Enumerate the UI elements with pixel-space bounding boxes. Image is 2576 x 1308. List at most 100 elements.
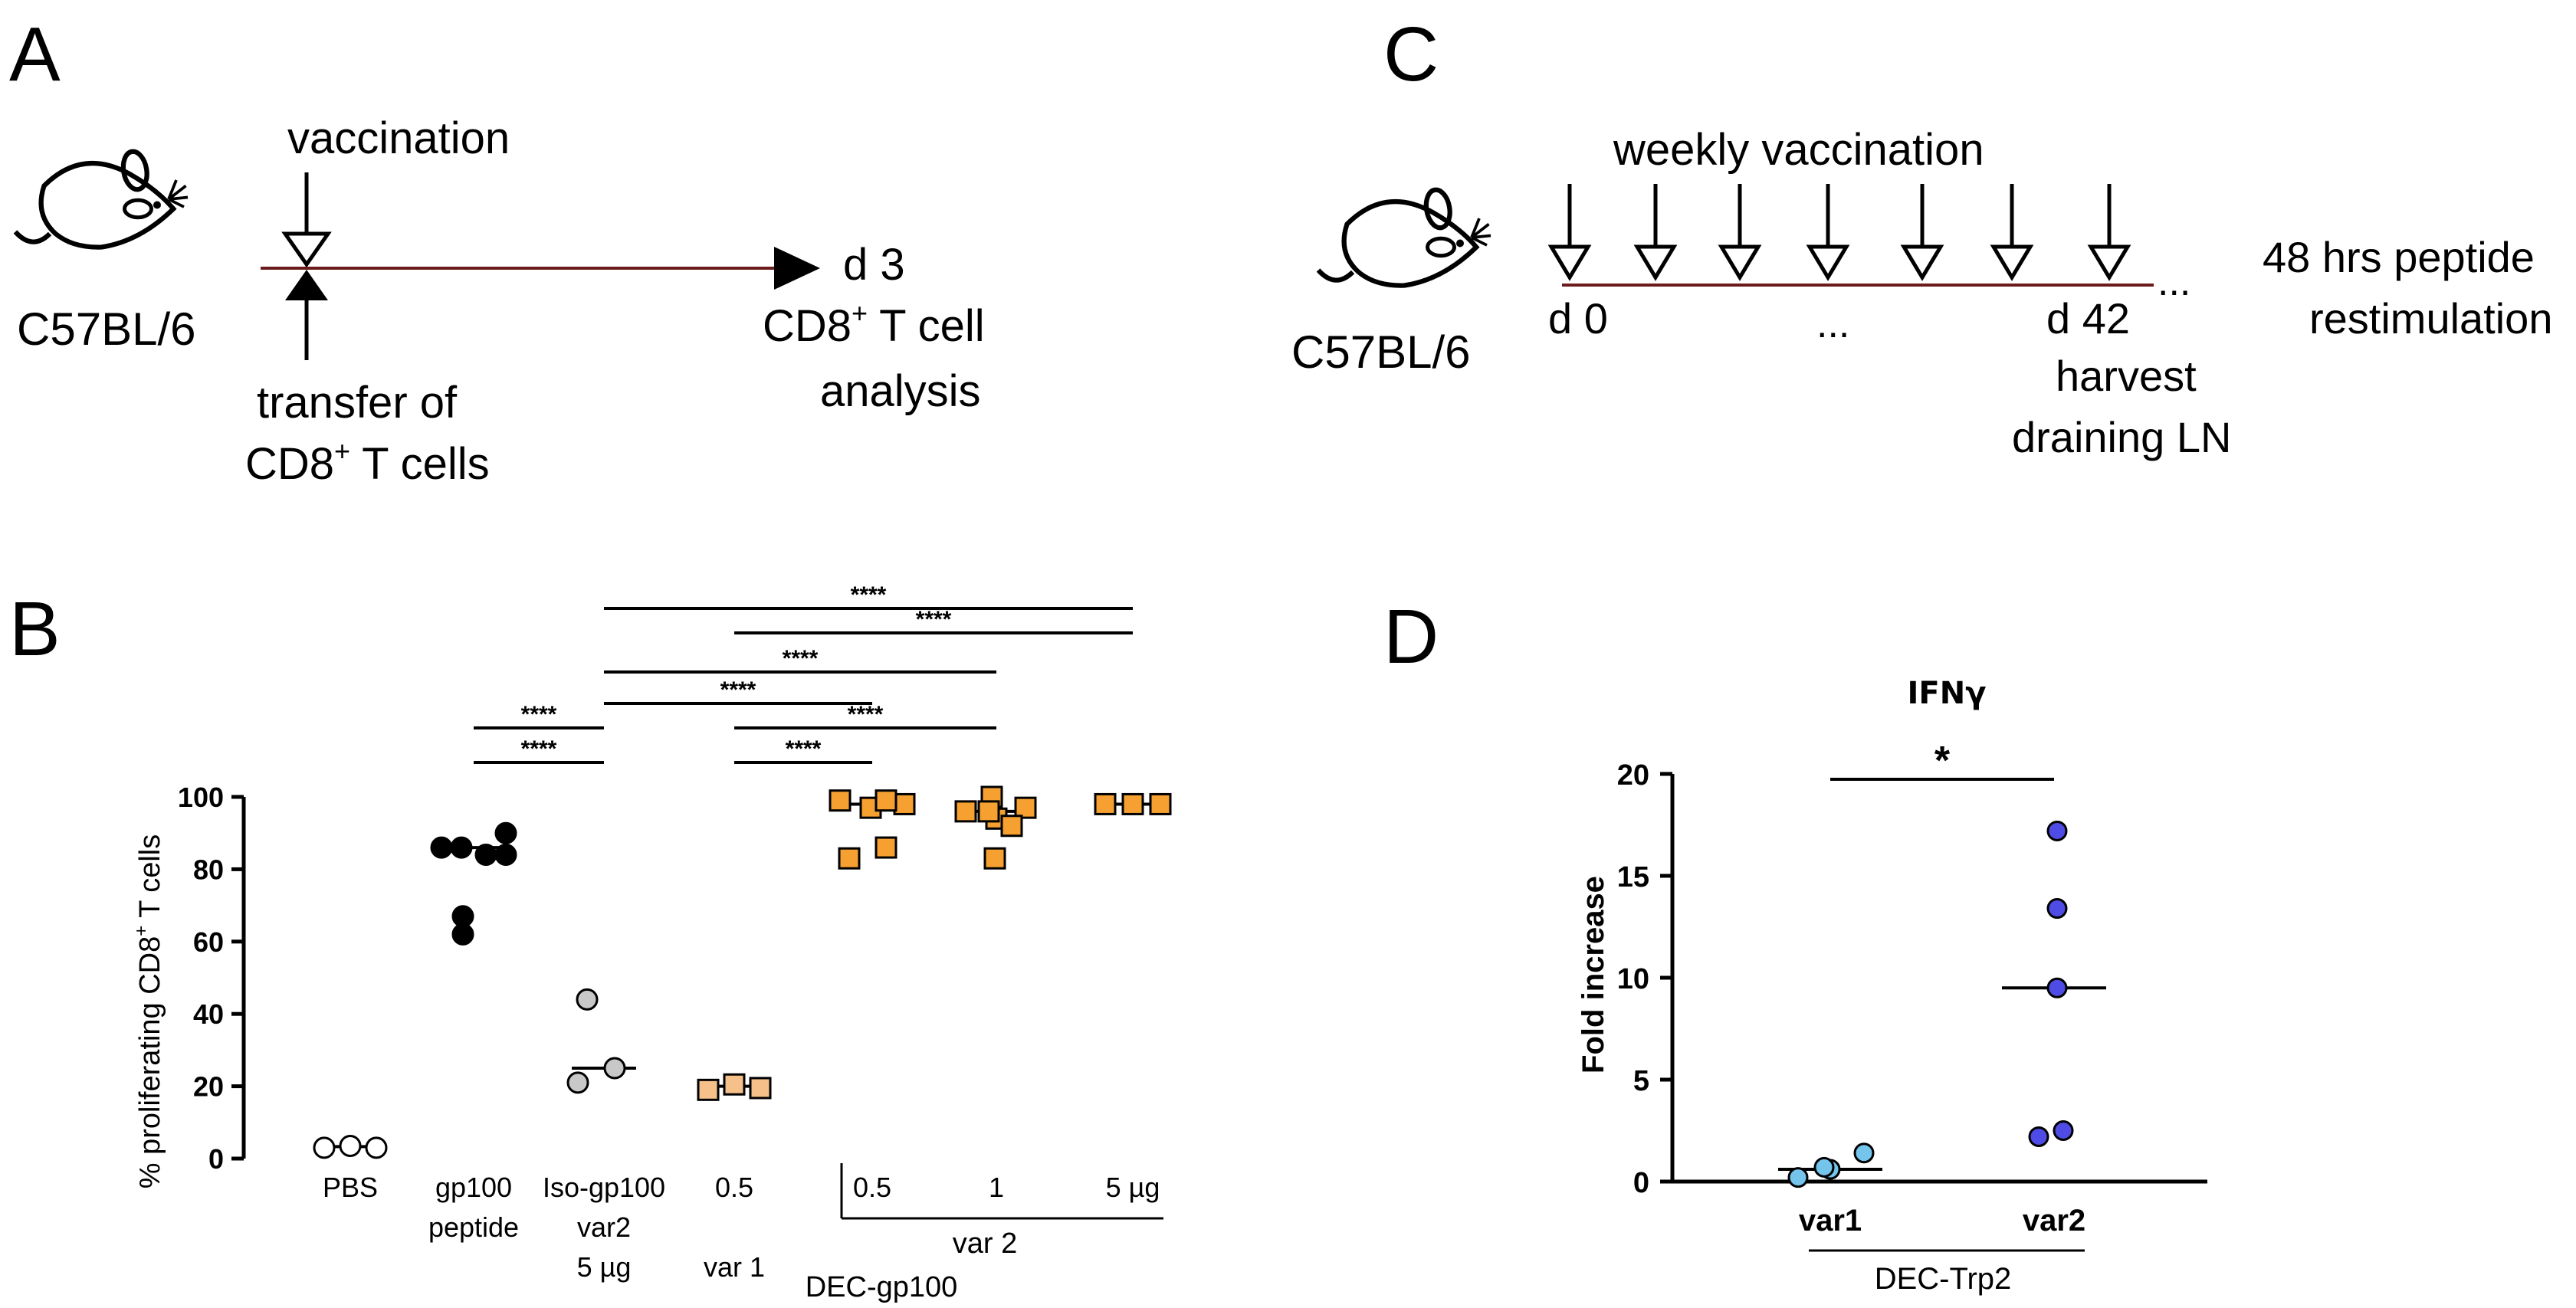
data-point bbox=[1014, 796, 1037, 819]
y-tick-label: 80 bbox=[193, 854, 224, 885]
data-point bbox=[2046, 898, 2068, 920]
x-tick-label: Iso-gp100 bbox=[543, 1172, 665, 1203]
panel-c-ellipsis-mid: ... bbox=[1816, 302, 1849, 346]
panel-a-analysis-2: analysis bbox=[820, 366, 981, 416]
data-point bbox=[875, 836, 897, 859]
x-tick-label: 5 µg bbox=[577, 1251, 632, 1283]
x-tick-label: 5 µg bbox=[1106, 1172, 1160, 1203]
vaccination-triangle bbox=[281, 231, 332, 268]
weekly-vaccination-arrows bbox=[1547, 184, 2131, 281]
comparison-label: **** bbox=[783, 646, 819, 671]
vaccination-triangle-6 bbox=[2087, 244, 2131, 281]
data-point bbox=[365, 1136, 388, 1159]
panel-b-comparisons: **** **** **** **** **** **** **** **** bbox=[474, 582, 1133, 764]
x-tick-label: var2 bbox=[2023, 1204, 2085, 1238]
data-point bbox=[566, 1071, 589, 1094]
vaccination-triangle-0 bbox=[1547, 244, 1592, 281]
vaccination-triangle-2 bbox=[1718, 244, 1762, 281]
data-point bbox=[697, 1078, 720, 1101]
data-point bbox=[2053, 1120, 2074, 1141]
panel-b-y-label: % proliferating CD8+ T cells bbox=[131, 834, 166, 1188]
panel-b-subgroup-caption: var 2 bbox=[953, 1228, 1017, 1260]
panel-d-significance: * bbox=[1934, 739, 1951, 783]
data-point bbox=[313, 1136, 336, 1159]
vaccination-triangle-3 bbox=[1806, 244, 1850, 281]
x-tick-label: var2 bbox=[577, 1211, 631, 1243]
panel-a-vaccination: vaccination bbox=[287, 113, 510, 163]
x-tick-label: peptide bbox=[428, 1211, 519, 1243]
panel-c-letter: C bbox=[1383, 11, 1439, 97]
panel-b: B % proliferating CD8+ T cells 0 20 40 60 80… bbox=[9, 582, 1172, 1303]
panel-b-groups bbox=[313, 785, 1172, 1159]
data-point bbox=[603, 1057, 626, 1080]
panel-a-day: d 3 bbox=[843, 240, 905, 290]
y-tick-label: 15 bbox=[1617, 861, 1649, 893]
vaccination-triangle-1 bbox=[1633, 244, 1678, 281]
data-point bbox=[1094, 792, 1117, 815]
panel-a-analysis-1: CD8+ T cell bbox=[763, 297, 985, 351]
comparison-label: **** bbox=[916, 607, 952, 632]
panel-d-group-caption: DEC-Trp2 bbox=[1875, 1262, 2012, 1296]
comparison-label: **** bbox=[786, 736, 822, 762]
data-point bbox=[749, 1077, 772, 1100]
comparison-label: **** bbox=[720, 677, 756, 703]
data-point bbox=[1853, 1142, 1875, 1164]
x-tick-label: var 1 bbox=[704, 1251, 765, 1283]
data-point bbox=[2028, 1126, 2049, 1147]
panel-c-ellipsis-end: ... bbox=[2158, 260, 2190, 304]
y-tick-label: 5 bbox=[1633, 1065, 1649, 1097]
data-point bbox=[1813, 1156, 1835, 1178]
data-point bbox=[954, 800, 977, 823]
data-point bbox=[977, 800, 1000, 823]
x-tick-label: gp100 bbox=[435, 1172, 512, 1203]
data-point bbox=[875, 789, 897, 812]
data-point bbox=[983, 847, 1006, 870]
x-tick-label: 1 bbox=[989, 1172, 1004, 1203]
data-point bbox=[2046, 977, 2068, 998]
y-tick-label: 0 bbox=[1633, 1167, 1649, 1199]
y-tick-label: 60 bbox=[193, 926, 224, 958]
panel-c-day-start: d 0 bbox=[1548, 294, 1608, 343]
x-tick-label: PBS bbox=[323, 1172, 378, 1203]
panel-b-letter: B bbox=[9, 586, 61, 672]
panel-c-restim-1: 48 hrs peptide bbox=[2263, 233, 2535, 281]
panel-b-x-labels: PBS gp100 peptide Iso-gp100 var2 5 µg 0.5 var 1… bbox=[323, 1172, 1160, 1283]
data-point bbox=[1121, 792, 1144, 815]
y-tick-label: 40 bbox=[193, 998, 224, 1030]
panel-d-title: IFNγ bbox=[1908, 676, 1987, 711]
panel-c-restim-2: restimulation bbox=[2309, 294, 2552, 343]
y-tick-label: 0 bbox=[208, 1143, 224, 1175]
panel-a-transfer-1: transfer of bbox=[257, 378, 458, 428]
comparison-label: **** bbox=[848, 702, 884, 727]
x-tick-label: var1 bbox=[1799, 1204, 1862, 1238]
mouse-icon bbox=[15, 149, 188, 247]
data-point bbox=[1149, 792, 1172, 815]
x-tick-label: 0.5 bbox=[715, 1172, 753, 1203]
panel-a-strain: C57BL/6 bbox=[17, 303, 196, 355]
data-point bbox=[494, 844, 517, 867]
panel-c-harvest-1: harvest bbox=[2056, 352, 2197, 400]
y-tick-label: 10 bbox=[1617, 963, 1649, 995]
y-tick-label: 100 bbox=[178, 782, 224, 813]
panel-d: D IFNγ Fold increase 0 5 10 15 20 * var1 var2… bbox=[1383, 594, 2207, 1296]
y-tick-label: 20 bbox=[193, 1071, 224, 1103]
panel-b-group-caption: DEC-gp100 bbox=[806, 1271, 958, 1303]
y-tick-label: 20 bbox=[1617, 759, 1649, 792]
panel-c-day-end: d 42 bbox=[2046, 294, 2130, 343]
panel-a-letter: A bbox=[9, 11, 61, 97]
panel-d-y-ticks: 0 5 10 15 20 bbox=[1617, 759, 1672, 1199]
panel-d-x-labels: var1 var2 bbox=[1799, 1204, 2085, 1238]
data-point bbox=[576, 988, 599, 1011]
panel-c-title: weekly vaccination bbox=[1613, 125, 1984, 175]
panel-a-transfer-2: CD8+ T cells bbox=[245, 435, 490, 489]
data-point bbox=[838, 847, 861, 870]
panel-d-groups bbox=[1778, 820, 2106, 1188]
timeline-end-arrow bbox=[774, 247, 820, 290]
data-point bbox=[1787, 1167, 1809, 1188]
data-point bbox=[339, 1134, 362, 1157]
data-point bbox=[450, 836, 473, 859]
comparison-label: **** bbox=[521, 702, 557, 727]
data-point bbox=[829, 789, 852, 812]
transfer-triangle bbox=[285, 270, 328, 300]
